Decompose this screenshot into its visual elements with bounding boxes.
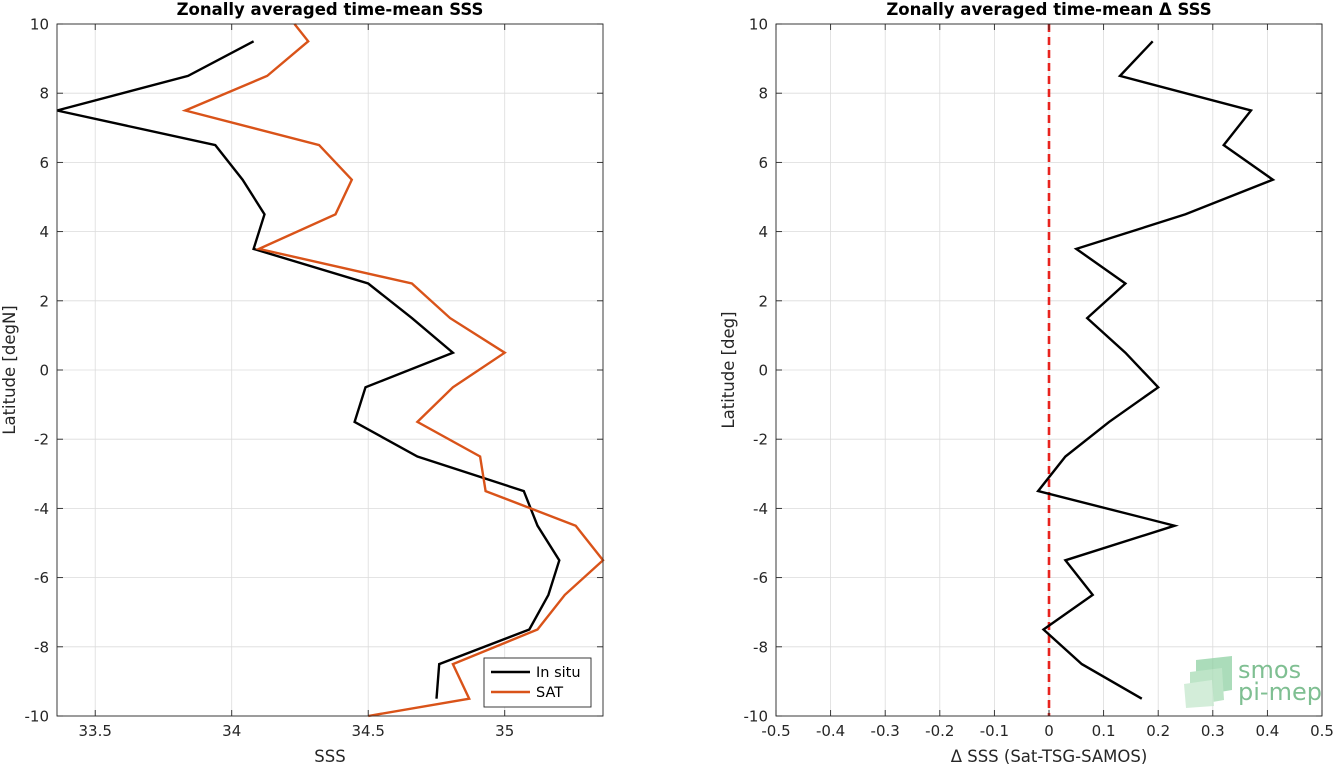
x-tick-label: -0.5 [761, 722, 790, 740]
x-tick-label: 34.5 [352, 722, 385, 740]
series-line-sat [181, 23, 605, 718]
y-tick-label: 2 [39, 292, 49, 310]
y-tick-label: 8 [39, 85, 49, 103]
x-tick-label: 34 [222, 722, 241, 740]
x-tick-label: 0.1 [1092, 722, 1116, 740]
legend: In situ SAT [483, 657, 592, 708]
x-axis-label: SSS [314, 747, 345, 765]
y-tick-label: -2 [753, 431, 768, 449]
y-tick-label: -6 [753, 569, 768, 587]
y-tick-label: -8 [34, 638, 49, 656]
sss-profile-panel: 33.5 34 34.5 35 -10 -8 -6 -4 -2 0 2 4 6 8 10 Zonally a… [0, 0, 605, 765]
chart-title: Zonally averaged time-mean Δ SSS [886, 0, 1211, 19]
x-tick-label: -0.4 [816, 722, 845, 740]
x-tick-label: -0.2 [925, 722, 954, 740]
logo-emblem [1184, 656, 1232, 708]
logo-text-pi-mep: pi-mep [1238, 678, 1322, 706]
x-axis-label: Δ SSS (Sat-TSG-SAMOS) [951, 747, 1148, 765]
y-tick-label: 6 [39, 154, 49, 172]
y-tick-label: -4 [34, 500, 49, 518]
tick-marks [57, 23, 603, 717]
y-axis-label: Latitude [degN] [0, 305, 19, 434]
legend-label-in-situ: In situ [536, 665, 581, 681]
x-tick-label: 0.4 [1255, 722, 1279, 740]
x-tick-label: 0 [1044, 722, 1054, 740]
delta-sss-profile-panel: -0.5 -0.4 -0.3 -0.2 -0.1 0 0.1 0.2 0.3 0.4 0.5 -10 -… [719, 0, 1333, 765]
x-tick-label: -0.3 [871, 722, 900, 740]
series-lines [1036, 40, 1276, 700]
y-tick-label: 4 [758, 223, 768, 241]
y-tick-label: 10 [30, 16, 49, 34]
legend-box [483, 657, 592, 708]
y-tick-label: -4 [753, 500, 768, 518]
x-tick-label: 33.5 [79, 722, 112, 740]
y-tick-label: 6 [758, 154, 768, 172]
x-tick-label: -0.1 [980, 722, 1009, 740]
chart-title: Zonally averaged time-mean SSS [177, 0, 484, 19]
y-tick-label: 4 [39, 223, 49, 241]
y-tick-label: 8 [758, 85, 768, 103]
y-tick-label: 0 [758, 362, 768, 380]
x-tick-label: 0.2 [1146, 722, 1170, 740]
logo-text-smos: smos [1238, 656, 1301, 684]
x-tick-label: 0.3 [1201, 722, 1225, 740]
y-tick-label: 0 [39, 362, 49, 380]
x-tick-label: 35 [495, 722, 514, 740]
series-line-in-situ [56, 40, 561, 699]
y-tick-label: -10 [25, 708, 50, 726]
tick-marks [775, 23, 1323, 717]
x-tick-label: 0.5 [1310, 722, 1333, 740]
y-tick-label: 2 [758, 292, 768, 310]
series-lines [56, 23, 605, 718]
y-tick-label: -6 [34, 569, 49, 587]
y-tick-label: -2 [34, 431, 49, 449]
tick-labels: 33.5 34 34.5 35 -10 -8 -6 -4 -2 0 2 4 6 8 10 [25, 16, 515, 741]
y-tick-label: -10 [744, 708, 769, 726]
legend-label-sat: SAT [536, 685, 563, 701]
smos-pi-mep-logo: smos pi-mep [1184, 656, 1322, 708]
y-tick-label: -8 [753, 638, 768, 656]
tick-labels: -0.5 -0.4 -0.3 -0.2 -0.1 0 0.1 0.2 0.3 0.4 0.5 -10 -… [744, 16, 1333, 741]
series-line-delta-sss [1036, 40, 1276, 700]
y-tick-label: 10 [749, 16, 768, 34]
y-axis-label: Latitude [deg] [719, 311, 738, 428]
